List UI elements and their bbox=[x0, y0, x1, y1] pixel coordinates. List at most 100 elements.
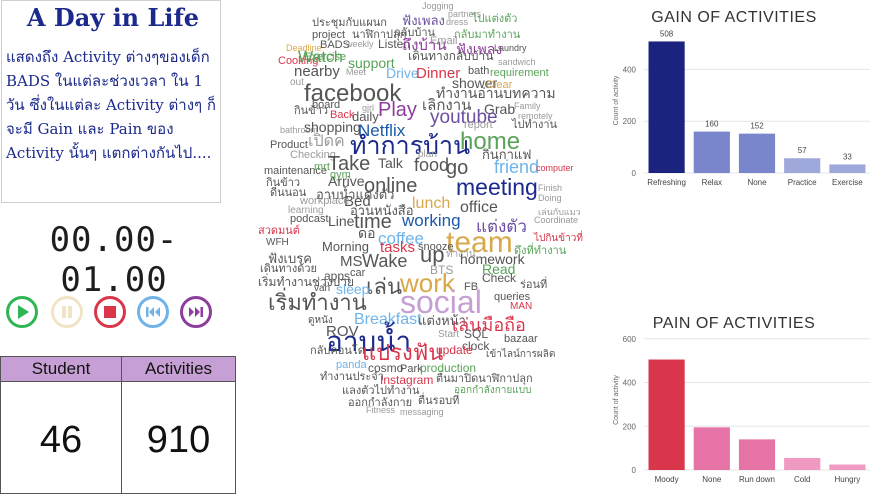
word-cloud-term: ออกกำลังกาย bbox=[348, 397, 413, 409]
word-cloud-term: snooze bbox=[418, 241, 454, 253]
word-cloud-term: อาบน้ำ bbox=[326, 326, 412, 357]
word-cloud-term: กินข้าว bbox=[294, 105, 329, 117]
word-cloud-term: อาบน้ำแต่งตัว bbox=[316, 187, 395, 202]
stop-button[interactable] bbox=[94, 296, 126, 328]
previous-button[interactable] bbox=[137, 296, 169, 328]
word-cloud-term: กินกาแฟ bbox=[482, 147, 532, 162]
word-cloud-term: Morning bbox=[322, 239, 369, 254]
word-cloud-term: ร่อนที่ bbox=[520, 279, 548, 291]
word-cloud-term: board bbox=[312, 99, 341, 111]
word-cloud-term: mrt bbox=[314, 161, 330, 173]
word-cloud-term: production bbox=[420, 361, 477, 375]
word-cloud-term: dress bbox=[446, 17, 469, 27]
activities-kpi-card: Activities 910 bbox=[121, 356, 236, 494]
word-cloud-term: กลับมาทำงาน bbox=[454, 29, 521, 41]
word-cloud-term: ฟังเพลง bbox=[456, 41, 503, 57]
word-cloud-term: Netflix bbox=[358, 121, 406, 140]
word-cloud-term: เล่นกับแมว bbox=[538, 207, 581, 217]
word-cloud-term: BTS bbox=[430, 263, 454, 277]
word-cloud-term: เล่นมือถือ bbox=[452, 315, 526, 335]
word-cloud-term: home bbox=[460, 128, 521, 155]
word-cloud-term: MS bbox=[340, 253, 363, 270]
word-cloud-term: ฟังเพลง bbox=[402, 13, 445, 28]
pain-bar bbox=[648, 359, 685, 470]
word-cloud-term: เข้าไลน์การผลิต bbox=[486, 349, 556, 360]
word-cloud-term: workplace bbox=[300, 195, 350, 207]
pain-category-label: Run down bbox=[739, 475, 775, 484]
description-text: แสดงถึง Activity ต่างๆของเด็ก BADS ในแต่… bbox=[6, 48, 216, 162]
word-cloud-term: SQL bbox=[464, 327, 489, 341]
word-cloud-term: เปิดค bbox=[308, 133, 345, 150]
pain-y-axis-label: Count of activity bbox=[613, 375, 620, 425]
word-cloud-term: facebook bbox=[304, 80, 402, 107]
word-cloud-term: Coordinate bbox=[534, 215, 579, 225]
word-cloud-term: แลงตัวไปทำงาน bbox=[342, 385, 420, 397]
word-cloud-term: เลิกงาน bbox=[422, 97, 472, 114]
word-cloud-term: Play bbox=[378, 99, 417, 121]
word-cloud-term: Instagram bbox=[380, 373, 434, 387]
word-cloud-term: clock bbox=[462, 339, 490, 353]
word-cloud-term: Checking bbox=[290, 149, 336, 161]
word-cloud-term: meeting bbox=[456, 174, 538, 200]
word-cloud-term: panda bbox=[336, 359, 367, 371]
student-kpi-value: 46 bbox=[39, 419, 83, 461]
pain-category-label: Hungry bbox=[835, 475, 861, 484]
word-cloud-term: Check bbox=[482, 271, 517, 285]
word-cloud-term: ไปแต่งตัว bbox=[472, 13, 518, 25]
word-cloud-term: Fitness bbox=[366, 405, 396, 415]
gain-bar bbox=[693, 131, 730, 173]
word-cloud-term: เริ่มทำงานช่วงบ่าย bbox=[258, 275, 355, 289]
word-cloud-term: homework bbox=[460, 251, 525, 267]
word-cloud-term: tasks bbox=[380, 239, 416, 256]
word-cloud-term: ดูหนัง bbox=[308, 315, 333, 326]
gain-y-tick-label: 400 bbox=[623, 65, 637, 74]
word-cloud-term: shopping bbox=[304, 119, 361, 135]
word-cloud-term: van bbox=[314, 283, 331, 294]
word-cloud-term: ทำงานอ่านบทความ bbox=[436, 85, 556, 101]
word-cloud-term: Watch bbox=[298, 49, 343, 66]
word-cloud-term: report bbox=[464, 119, 493, 131]
word-cloud-term: Park bbox=[400, 363, 423, 375]
gain-data-label: 152 bbox=[750, 122, 764, 131]
word-cloud-term: weekly bbox=[346, 39, 374, 49]
gain-data-label: 57 bbox=[798, 146, 807, 155]
next-icon bbox=[189, 307, 203, 317]
word-cloud-term: shower bbox=[452, 75, 498, 91]
student-kpi-label: Student bbox=[1, 357, 121, 382]
play-button[interactable] bbox=[6, 296, 38, 328]
word-cloud-term: car bbox=[350, 267, 366, 279]
pain-y-tick-label: 0 bbox=[632, 466, 637, 475]
word-cloud-term: project bbox=[312, 29, 346, 41]
word-cloud-term: ตื่นมาปิดนาฬิกาปลุก bbox=[436, 373, 533, 385]
stop-icon bbox=[104, 306, 116, 318]
gain-data-label: 508 bbox=[660, 29, 674, 38]
word-cloud-term: online bbox=[364, 175, 418, 197]
word-cloud-term: bath bbox=[468, 65, 490, 77]
word-cloud-term: ถึงบ้าน bbox=[402, 37, 447, 54]
gain-chart-title: GAIN OF ACTIVITIES bbox=[651, 9, 817, 26]
pain-category-label: None bbox=[702, 475, 722, 484]
word-cloud-term: ทำงาน bbox=[446, 249, 476, 260]
word-cloud-term: Breakfast bbox=[354, 311, 422, 328]
word-cloud-term: messaging bbox=[400, 407, 444, 417]
word-cloud-term: Finish bbox=[538, 183, 563, 193]
word-cloud-term: Doing bbox=[538, 193, 562, 203]
word-cloud-term: ดอ bbox=[358, 225, 376, 241]
word-cloud-term: apps bbox=[324, 269, 351, 283]
word-cloud-term: podcast bbox=[290, 213, 329, 225]
word-cloud-term: learning bbox=[288, 205, 324, 216]
pain-y-tick-label: 600 bbox=[623, 335, 637, 344]
gain-category-label: Refreshing bbox=[647, 178, 686, 187]
word-cloud-term: ไปกินข้าวที่ bbox=[534, 233, 583, 244]
next-button[interactable] bbox=[180, 296, 212, 328]
pause-button[interactable] bbox=[51, 296, 83, 328]
word-cloud-term: กลับคอนโด bbox=[310, 345, 365, 357]
word-cloud-term: สวดมนต์ bbox=[258, 225, 300, 237]
student-kpi-card: Student 46 bbox=[0, 356, 122, 494]
gain-bar bbox=[784, 158, 821, 173]
word-cloud-term: เดินทางกลับบ้าน bbox=[408, 49, 494, 63]
pain-bar bbox=[693, 427, 730, 470]
word-cloud-term: ทำงานประจำ bbox=[320, 371, 384, 383]
pain-bar bbox=[829, 464, 866, 470]
